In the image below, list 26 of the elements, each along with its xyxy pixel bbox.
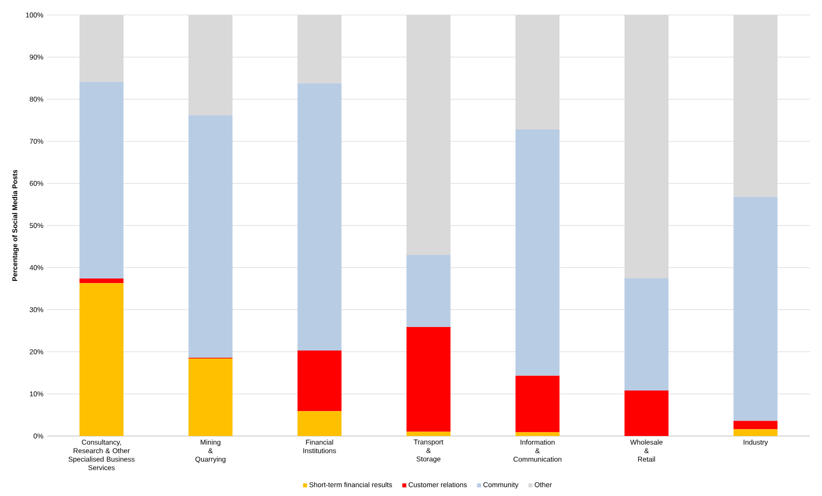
bar (298, 83, 342, 351)
bar (516, 376, 560, 432)
bar (188, 115, 232, 358)
bar (80, 14, 124, 82)
bar (406, 326, 451, 432)
bar (624, 14, 669, 278)
bar (516, 130, 560, 376)
bar (406, 254, 451, 327)
bar (624, 278, 669, 391)
bar (298, 350, 342, 412)
bar (734, 420, 778, 430)
bar (734, 429, 778, 436)
bar (406, 14, 451, 255)
bar (80, 82, 124, 279)
bar (734, 196, 778, 421)
bar (80, 283, 124, 436)
bar (80, 278, 124, 284)
bar (734, 14, 778, 197)
bar (516, 432, 560, 436)
bar (188, 358, 232, 436)
bar (516, 14, 560, 130)
bar (298, 14, 342, 84)
bar (406, 432, 451, 436)
bar (298, 411, 342, 436)
bar (188, 14, 232, 116)
bar (624, 390, 669, 436)
